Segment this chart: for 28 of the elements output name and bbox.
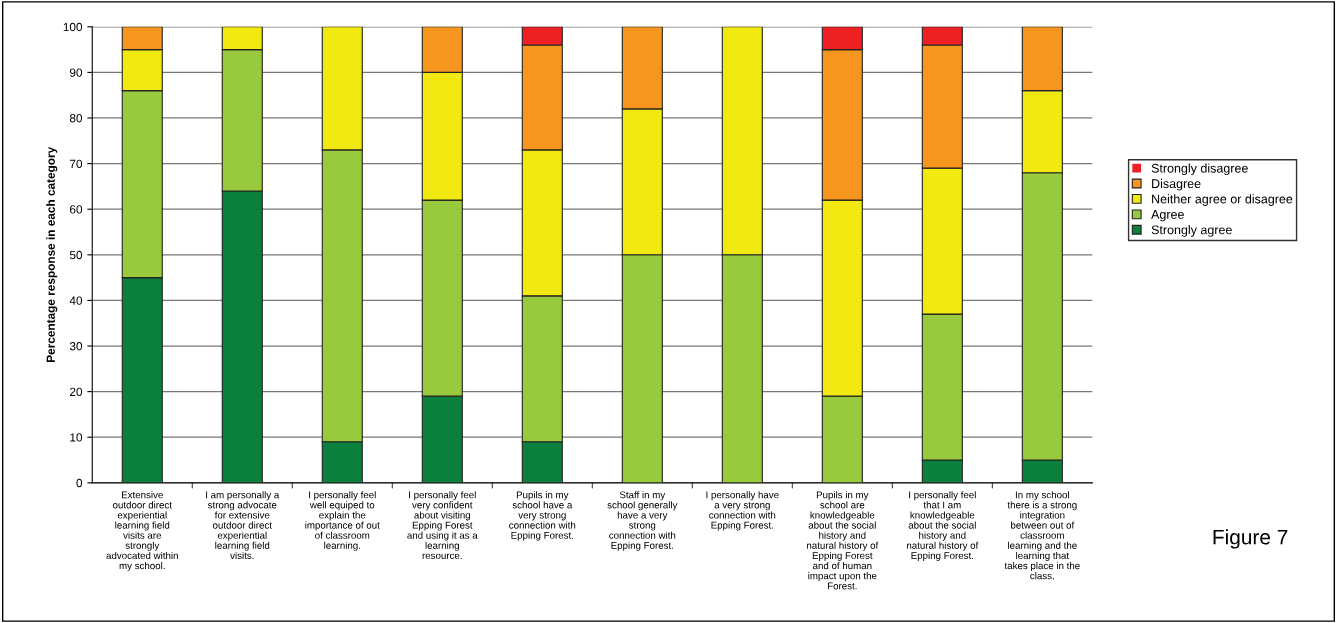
y-tick-label: 0 [76,478,83,488]
category-label: Pupils in my school are knowledgeable about the social history and natural history of Epping Forest and of human impact upon the Forest. [807,491,879,590]
caption: Figure 7 [1213,529,1288,549]
y-tick-label: 50 [69,250,83,260]
legend-label: Strongly disagree [1151,163,1248,176]
x-tick-label: I personally have a very strong connection with Epping Forest. [706,491,779,531]
y-tick-label: 10 [70,433,83,442]
x-tick-label: I personally feel very confident about visiting Epping Forest and using it as a learning resource. [407,491,478,560]
y-tick-label: 80 [69,114,83,123]
x-tick-label: Staff in my school generally have a very strong connection with Epping Forest. [607,491,678,551]
legend-label: Neither agree or disagree [1152,194,1293,206]
x-tick-label: I personally feel well equiped to explain the importance of out of classroom learning. [305,491,380,551]
x-tick-label: I personally feel that I am knowledgeable about the social history and natural history of Epping Forest. [907,491,979,561]
legend-label: Disagree [1152,178,1201,191]
category-label: In my school there is a strong integration between out of classroom learning and the learning that takes place in the class. [1004,491,1080,580]
y-tick-label: 100 [63,22,83,32]
x-tick-label: Pupils in my school have a very strong connection with Epping Forest. [509,491,576,541]
x-tick-label: I am personally a strong advocate for extensive outdoor direct experiential learning field visits. [206,491,280,560]
legend-label: Strongly agree [1151,225,1232,237]
y-tick-label: 70 [70,159,83,168]
x-tick-label: Extensive outdoor direct experiential learning field visits are strongly advocated within my school. [106,491,178,572]
y-axis-title: Percentage response in each category [46,146,58,362]
y-tick-label: 90 [69,68,83,77]
y-tick-label: 40 [69,296,83,305]
y-tick-label: 30 [69,342,83,351]
legend-label: Agree [1151,210,1184,222]
y-tick-label: 60 [70,205,83,214]
y-tick-label: 20 [69,387,83,397]
